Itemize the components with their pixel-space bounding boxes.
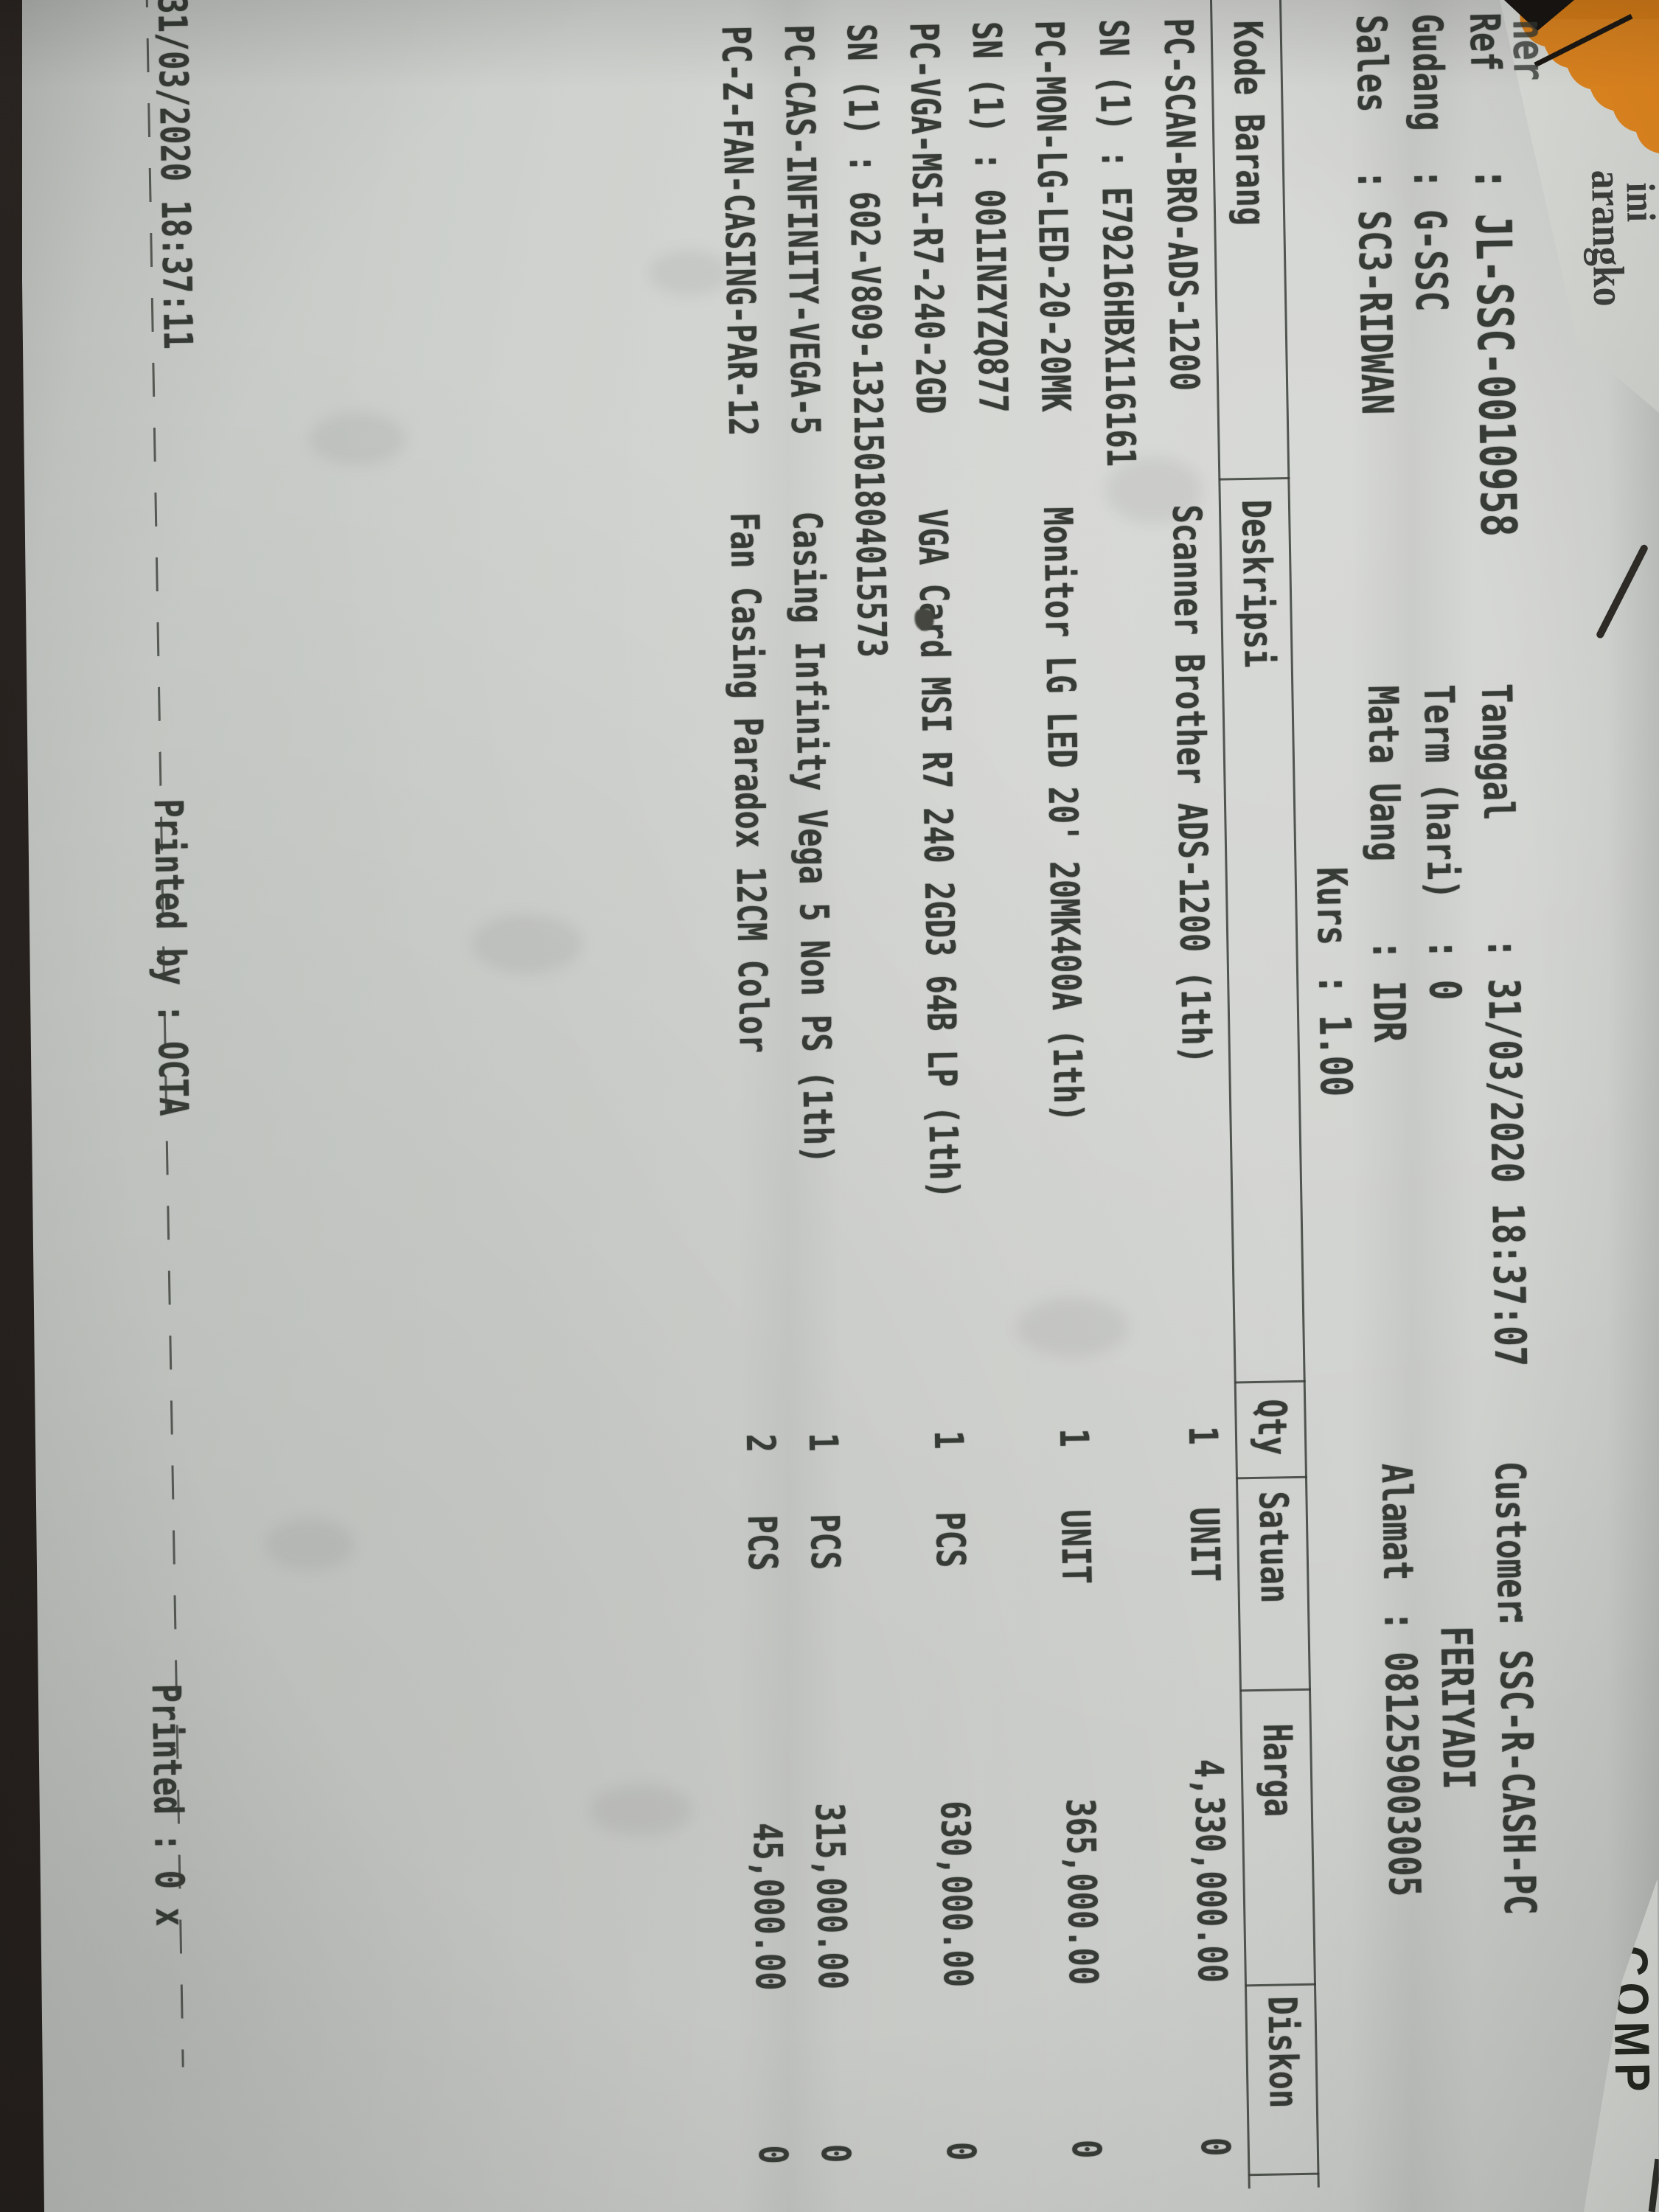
printed-line-on-card: [1534, 13, 1633, 68]
alamat-value: : 081259003005: [1374, 1610, 1430, 1897]
row-code: PC-Z-FAN-CASING-PAR-12: [712, 25, 767, 437]
ink-bleedthrough: [310, 413, 406, 465]
row-harga: 45,000.00: [744, 1822, 794, 1992]
column-separator: [1236, 1475, 1307, 1480]
row-code: PC-MON-LG-LED-20-20MK: [1026, 20, 1079, 413]
row-code: PC-SCAN-BRO-ADS-1200: [1155, 17, 1208, 392]
row-qty: 2: [737, 1433, 785, 1453]
col-header-harga: Harga: [1254, 1722, 1302, 1818]
row-qty: 1: [1180, 1425, 1227, 1446]
row-code: PC-VGA-MSI-R7-240-2GD: [900, 21, 954, 414]
kurs-value: : 1.00: [1308, 973, 1362, 1097]
col-header-diskon: Diskon: [1259, 1995, 1307, 2109]
ink-bleedthrough: [265, 1519, 354, 1571]
row-qty: 1: [925, 1430, 973, 1450]
col-header-kode: Kode Barang: [1224, 20, 1275, 226]
sales-value: : SC3-RIDWAN: [1347, 169, 1403, 415]
row-diskon: 0: [1062, 2139, 1110, 2159]
tanggal-value: : 31/03/2020 18:37:07: [1478, 937, 1537, 1368]
row-diskon: 0: [1192, 2137, 1239, 2157]
ref-label: Ref: [1460, 12, 1509, 72]
column-separator: [1239, 1688, 1312, 1692]
row-desc: Monitor LG LED 20' 20MK400A (1th): [1034, 506, 1092, 1123]
row-satuan: UNIT: [1180, 1506, 1229, 1582]
col-header-qty: Qty: [1248, 1399, 1296, 1455]
ink-bleedthrough: [649, 251, 730, 295]
gudang-label: Gudang: [1402, 13, 1453, 132]
ink-blob: [914, 608, 934, 631]
row-satuan: PCS: [801, 1513, 849, 1571]
ink-bleedthrough: [1018, 1298, 1128, 1357]
footer-printed-by: Printed by : OCTA: [145, 799, 198, 1116]
kurs-label: Kurs: [1307, 866, 1357, 946]
column-separator: [1219, 476, 1290, 481]
row-serial: SN (1) : 001INZYZQ877: [963, 21, 1017, 414]
customer-value: : SSC-R-CASH-PC: [1489, 1608, 1546, 1916]
row-harga: 365,000.00: [1057, 1798, 1107, 1986]
row-code: PC-CAS-INFINITY-VEGA-5: [775, 24, 830, 436]
alamat-label: Alamat: [1371, 1463, 1422, 1582]
orange-card: [1504, 0, 1659, 153]
torn-edge-fragment: ner: [1503, 18, 1555, 81]
mata-uang-label: Mata Uang: [1357, 685, 1410, 862]
row-harga: 630,000.00: [931, 1800, 981, 1988]
footer-datetime: 31/03/2020 18:37:11: [148, 0, 202, 350]
tanggal-label: Tanggal: [1471, 683, 1523, 821]
ref-value: : JL-SSC-0010958: [1463, 167, 1526, 538]
row-desc: Scanner Brother ADS-1200 (1th): [1164, 504, 1220, 1065]
row-harga: 4,330,000.00: [1185, 1759, 1236, 1983]
sales-label: Sales: [1346, 14, 1397, 113]
column-separator: [1245, 1983, 1317, 1987]
row-diskon: 0: [937, 2141, 985, 2161]
col-header-satuan: Satuan: [1250, 1491, 1298, 1604]
customer-name: FERIYADI: [1430, 1625, 1485, 1790]
row-satuan: UNIT: [1051, 1509, 1100, 1585]
gudang-value: : G-SSC: [1403, 167, 1458, 313]
col-header-deskripsi: Deskripsi: [1233, 499, 1282, 668]
footer-printed-count: Printed : 0 x: [142, 1683, 194, 1927]
row-serial: SN (1) : E79216HBX116161: [1090, 18, 1145, 467]
row-serial: SN (1) : 602-V809-1321501804015573: [838, 23, 896, 658]
column-separator: [1248, 2172, 1320, 2177]
row-diskon: 0: [812, 2143, 860, 2163]
row-desc: Casing Infinity Vega 5 Non PS (1th): [784, 510, 842, 1164]
term-label: Term (hari): [1413, 684, 1467, 900]
row-qty: 1: [1051, 1427, 1098, 1448]
row-satuan: PCS: [927, 1511, 975, 1568]
mata-uang-value: : IDR: [1363, 939, 1416, 1043]
row-desc: Fan Casing Paradox 12CM Color: [721, 512, 777, 1054]
ink-bleedthrough: [1106, 457, 1202, 524]
dark-corner-wedge: [1504, 0, 1574, 31]
row-diskon: 0: [749, 2144, 797, 2165]
column-separator: [1234, 1380, 1306, 1384]
row-harga: 315,000.00: [806, 1802, 856, 1990]
customer-label: Customer: [1485, 1461, 1537, 1618]
row-qty: 1: [800, 1432, 847, 1453]
ink-bleedthrough: [590, 1784, 693, 1836]
row-satuan: PCS: [739, 1514, 787, 1572]
term-value: : 0: [1419, 938, 1471, 1001]
ink-bleedthrough: [472, 914, 582, 973]
